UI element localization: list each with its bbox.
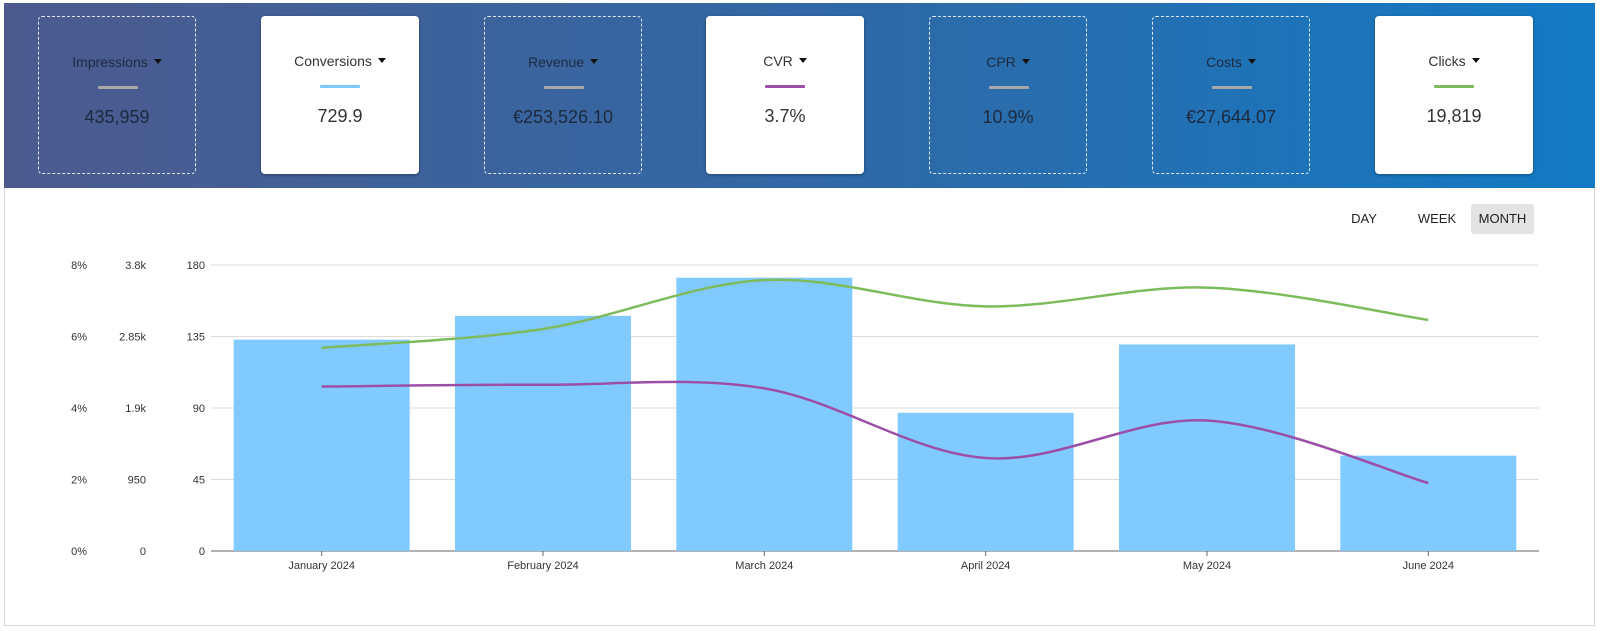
metric-color-swatch <box>98 86 138 89</box>
metric-label: CPR <box>986 54 1016 70</box>
metric-color-swatch <box>989 86 1029 89</box>
metric-label: Costs <box>1206 54 1242 70</box>
metric-label: Revenue <box>527 54 585 70</box>
metric-color-swatch <box>1434 85 1474 88</box>
metric-value: €27,644.07 <box>1185 107 1277 127</box>
metric-dropdown-clicks[interactable]: Clicks <box>1375 53 1533 69</box>
metric-dropdown-costs[interactable]: Costs <box>1153 54 1309 70</box>
period-day-button[interactable]: DAY <box>1351 211 1377 226</box>
metrics-header: Impressions 435,959 Conversions 729.9 Revenu… <box>4 3 1595 188</box>
period-week-button[interactable]: WEEK <box>1417 211 1457 226</box>
metric-label: Clicks <box>1428 53 1466 69</box>
metric-value: €253,526.10 <box>512 107 614 127</box>
caret-down-icon[interactable] <box>153 59 162 64</box>
metric-label: CVR <box>763 53 793 69</box>
metric-value: 435,959 <box>84 107 150 127</box>
metric-label: Impressions <box>72 54 148 70</box>
metric-card-conversions[interactable]: Conversions 729.9 <box>261 16 419 174</box>
metric-card-impressions[interactable]: Impressions 435,959 <box>38 16 196 174</box>
metric-value: 729.9 <box>317 106 363 126</box>
caret-down-icon[interactable] <box>798 58 807 63</box>
caret-down-icon[interactable] <box>1471 58 1480 63</box>
metric-value: 19,819 <box>1426 106 1482 126</box>
metric-dropdown-revenue[interactable]: Revenue <box>485 54 641 70</box>
metric-dropdown-cvr[interactable]: CVR <box>706 53 864 69</box>
metric-dropdown-impressions[interactable]: Impressions <box>39 54 195 70</box>
metric-value: 3.7% <box>764 106 806 126</box>
metric-card-cvr[interactable]: CVR 3.7% <box>706 16 864 174</box>
metric-color-swatch <box>320 85 360 88</box>
caret-down-icon[interactable] <box>377 58 386 63</box>
metric-color-swatch <box>765 85 805 88</box>
metric-card-revenue[interactable]: Revenue €253,526.10 <box>484 16 642 174</box>
caret-down-icon[interactable] <box>1021 59 1030 64</box>
metric-card-cpr[interactable]: CPR 10.9% <box>929 16 1087 174</box>
metric-dropdown-conversions[interactable]: Conversions <box>261 53 419 69</box>
metric-value: 10.9% <box>982 107 1034 127</box>
metric-color-swatch <box>544 86 584 89</box>
period-month-button[interactable]: MONTH <box>1471 204 1534 234</box>
metric-color-swatch <box>1212 86 1252 89</box>
metric-card-costs[interactable]: Costs €27,644.07 <box>1152 16 1310 174</box>
metric-dropdown-cpr[interactable]: CPR <box>930 54 1086 70</box>
caret-down-icon[interactable] <box>1247 59 1256 64</box>
metric-card-clicks[interactable]: Clicks 19,819 <box>1375 16 1533 174</box>
caret-down-icon[interactable] <box>590 59 599 64</box>
metric-label: Conversions <box>294 53 372 69</box>
